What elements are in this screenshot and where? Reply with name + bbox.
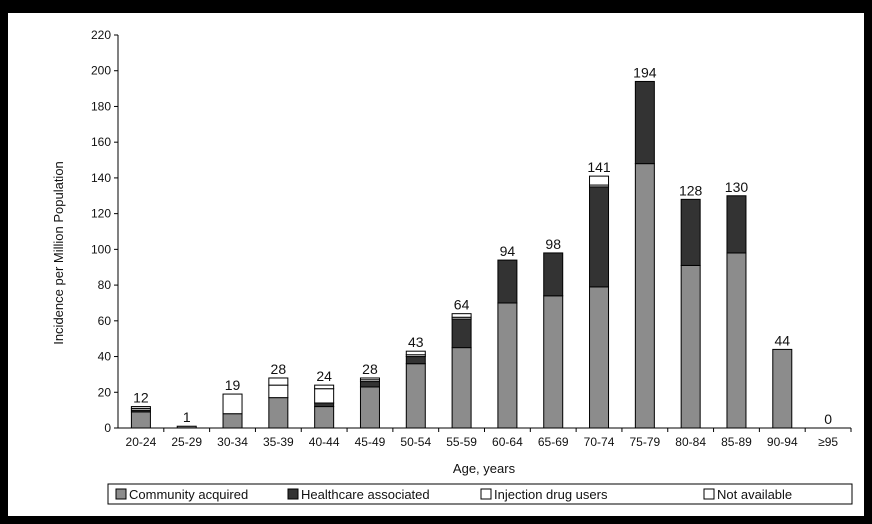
bar-total-label: 28 xyxy=(271,361,287,377)
x-tick-label: 55-59 xyxy=(446,435,477,449)
bar-segment-not-available xyxy=(359,377,380,381)
bar-segment-healthcare-associated xyxy=(634,80,655,165)
x-tick-label: 40-44 xyxy=(309,435,340,449)
bar-segment-injection-drug-users xyxy=(314,388,335,404)
y-tick-label: 20 xyxy=(98,385,112,399)
y-axis-title: Incidence per Million Population xyxy=(51,161,66,345)
legend-swatch xyxy=(480,488,492,500)
x-tick-label: 60-64 xyxy=(492,435,523,449)
bar-total-label: 64 xyxy=(454,297,470,313)
bar-segment-healthcare-associated xyxy=(314,402,335,408)
y-tick-label: 120 xyxy=(91,207,111,221)
bar-total-label: 194 xyxy=(633,64,657,80)
legend-label: Healthcare associated xyxy=(301,487,430,502)
bar-segment-community-acquired xyxy=(589,286,610,429)
x-tick-label: ≥95 xyxy=(818,435,838,449)
bar-segment-healthcare-associated xyxy=(589,186,610,288)
y-tick-label: 200 xyxy=(91,64,111,78)
x-tick-label: 35-39 xyxy=(263,435,294,449)
bar-total-label: 19 xyxy=(225,377,241,393)
bar-total-label: 0 xyxy=(824,411,832,427)
bar-segment-community-acquired xyxy=(176,425,197,429)
bar-segment-not-available xyxy=(589,175,610,186)
y-tick-label: 180 xyxy=(91,99,111,113)
bar-total-label: 24 xyxy=(316,368,332,384)
chart-panel: 0 20 40 60 80 100 120 140 160 180 200 220 20-24 25-29… xyxy=(8,13,864,516)
bar-segment-not-available xyxy=(314,384,335,390)
x-tick-label: 25-29 xyxy=(171,435,202,449)
x-tick-label: 90-94 xyxy=(767,435,798,449)
bar-segment-community-acquired xyxy=(497,302,518,429)
bar-segment-community-acquired xyxy=(268,397,289,429)
bars xyxy=(130,80,793,429)
bar-segment-healthcare-associated xyxy=(543,252,564,297)
bar-segment-community-acquired xyxy=(359,386,380,429)
bar-total-label: 1 xyxy=(183,409,191,425)
labels: 12 1 19 28 24 28 43 64 94 98 141 194 128 130 44 0 xyxy=(133,64,832,427)
x-tick-label: 50-54 xyxy=(400,435,431,449)
bar-segment-healthcare-associated xyxy=(451,318,472,349)
bar-segment-community-acquired xyxy=(405,363,426,429)
bar-total-label: 28 xyxy=(362,361,378,377)
bar-total-label: 12 xyxy=(133,390,149,406)
x-tick-label: 80-84 xyxy=(675,435,706,449)
y-tick-label: 60 xyxy=(98,314,112,328)
bar-total-label: 128 xyxy=(679,182,703,198)
bar-segment-not-available xyxy=(451,313,472,318)
bar-total-label: 141 xyxy=(587,159,611,175)
y-tick-label: 160 xyxy=(91,135,111,149)
x-tick-label: 20-24 xyxy=(126,435,157,449)
legend-swatch xyxy=(703,488,715,500)
bar-segment-community-acquired xyxy=(130,411,151,429)
legend-label: Not available xyxy=(717,487,792,502)
legend: Community acquired Healthcare associated I… xyxy=(107,483,853,505)
bar-segment-healthcare-associated xyxy=(726,195,747,254)
y-tick-label: 220 xyxy=(91,28,111,42)
x-tick-label: 75-79 xyxy=(629,435,660,449)
legend-swatch xyxy=(287,488,299,500)
bar-segment-healthcare-associated xyxy=(405,356,426,365)
bar-segment-community-acquired xyxy=(726,252,747,429)
bar-segment-healthcare-associated xyxy=(680,198,701,266)
y-tick-label: 140 xyxy=(91,171,111,185)
legend-label: Community acquired xyxy=(129,487,248,502)
bar-total-label: 130 xyxy=(725,179,749,195)
x-tick-label: 30-34 xyxy=(217,435,248,449)
bar-segment-injection-drug-users xyxy=(222,393,243,415)
bar-segment-community-acquired xyxy=(222,413,243,429)
bar-segment-not-available xyxy=(268,377,289,386)
bar-segment-not-available xyxy=(130,406,151,409)
bar-total-label: 43 xyxy=(408,334,424,350)
bar-segment-healthcare-associated xyxy=(359,381,380,388)
x-tick-label: 85-89 xyxy=(721,435,752,449)
bar-total-label: 44 xyxy=(774,332,790,348)
bar-segment-community-acquired xyxy=(451,347,472,429)
y-tick-label: 80 xyxy=(98,278,112,292)
bar-total-label: 94 xyxy=(500,243,516,259)
legend-swatch xyxy=(115,488,127,500)
bar-segment-community-acquired xyxy=(314,406,335,429)
x-tick-label: 65-69 xyxy=(538,435,569,449)
x-tick-label: 45-49 xyxy=(355,435,386,449)
bar-segment-healthcare-associated xyxy=(497,259,518,304)
bar-segment-community-acquired xyxy=(634,163,655,429)
x-axis-title: Age, years xyxy=(453,461,516,476)
bar-segment-community-acquired xyxy=(543,295,564,429)
bar-segment-community-acquired xyxy=(772,348,793,429)
legend-label: Injection drug users xyxy=(494,487,608,502)
bar-segment-community-acquired xyxy=(680,264,701,429)
bar-total-label: 98 xyxy=(545,236,561,252)
x-tick-label: 70-74 xyxy=(584,435,615,449)
y-tick-label: 0 xyxy=(104,421,111,435)
y-tick-label: 100 xyxy=(91,242,111,256)
bar-segment-injection-drug-users xyxy=(268,384,289,399)
bar-segment-not-available xyxy=(405,350,426,356)
y-tick-label: 40 xyxy=(98,350,112,364)
